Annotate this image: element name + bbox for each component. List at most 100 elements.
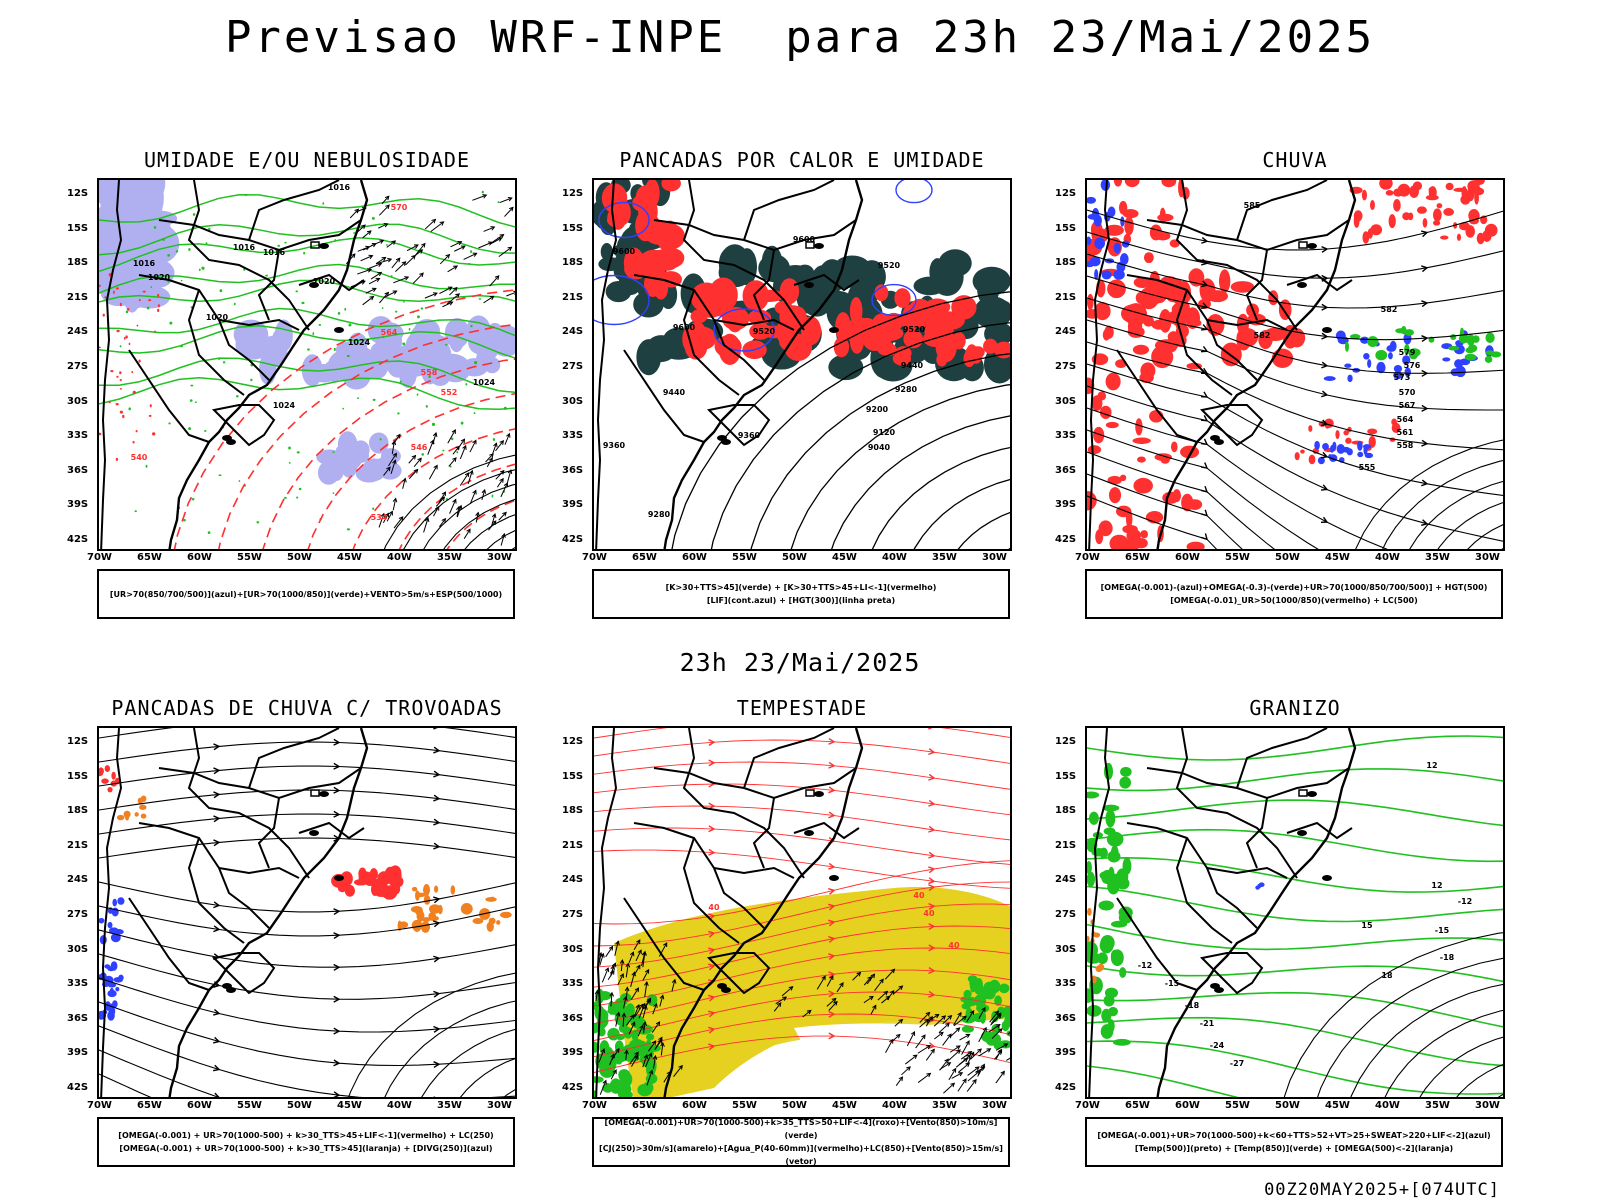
lat-tick-label: 18S (1055, 257, 1077, 269)
lat-tick-label: 18S (67, 257, 89, 269)
lif-contours (594, 180, 933, 352)
lon-tick-label: 60W (1175, 1100, 1200, 1111)
lat-tick-label: 42S (1055, 534, 1077, 545)
wind-vectors (773, 968, 904, 1018)
contour-label: -27 (1230, 1059, 1244, 1068)
legend-line: [LIF](cont.azul) + [HGT(300)](linha pret… (706, 596, 896, 605)
lat-tick-label: 21S (1055, 291, 1077, 303)
lat-tick-label: 36S (562, 464, 584, 476)
contour-lines (99, 728, 515, 1097)
lat-tick-label: 36S (67, 464, 89, 476)
contour-lines (1087, 735, 1503, 1097)
contour-label: -12 (1458, 897, 1472, 906)
lon-tick-label: 50W (782, 552, 807, 563)
contour-label: 570 (1399, 388, 1416, 397)
lat-tick-label: 42S (562, 534, 584, 545)
contour-labels: 40 40 40 40 (708, 891, 960, 950)
contour-label: 9360 (603, 441, 626, 450)
lat-tick-label: 21S (562, 839, 584, 851)
lat-tick-label: 24S (562, 874, 584, 886)
lat-tick-label: 15S (1055, 222, 1077, 234)
contour-label: 1016 (133, 259, 156, 268)
humidity-patch (316, 431, 402, 485)
lat-tick-label: 12S (1055, 188, 1077, 199)
wind-vectors (594, 939, 683, 1095)
contour-label: 12 (1426, 761, 1437, 770)
run-info: 00Z20MAY2025+[074UTC] (1264, 1180, 1500, 1200)
contour-label: 9600 (673, 323, 696, 332)
lat-tick-label: 21S (1055, 839, 1077, 851)
legend-line: [OMEGA(-0.001) + UR>70(1000-500) + k>30_… (118, 1131, 494, 1140)
lat-tick-label: 33S (67, 978, 89, 990)
lat-tick-label: 15S (67, 770, 89, 782)
panel-title: UMIDADE E/OU NEBULOSIDADE (143, 148, 471, 172)
rain-red (1087, 180, 1205, 549)
lat-tick-label: 27S (562, 909, 584, 920)
map-panel: 40 40 40 40 (592, 726, 1012, 1099)
lon-tick-label: 50W (782, 1100, 807, 1111)
lat-tick-label: 27S (1055, 909, 1077, 920)
lat-tick-label: 15S (562, 222, 584, 234)
contour-label: -12 (1138, 961, 1152, 970)
contour-label: 558 (1397, 441, 1414, 450)
lon-tick-label: 65W (137, 1100, 162, 1111)
lon-tick-label: 50W (1275, 1100, 1300, 1111)
map-svg: 40 40 40 40 (594, 728, 1010, 1097)
contour-label: -24 (1210, 1041, 1225, 1050)
lon-tick-label: 45W (832, 1100, 857, 1111)
legend-line: [K>30+TTS>45](verde) + [K>30+TTS>45+LI<-… (665, 583, 937, 592)
contour-lines (1283, 932, 1503, 1097)
storm-red (331, 865, 404, 900)
lon-tick-label: 40W (387, 1100, 412, 1111)
lat-tick-label: 18S (562, 257, 584, 269)
lon-tick-label: 45W (337, 552, 362, 563)
panel-title: PANCADAS POR CALOR E UMIDADE (619, 148, 985, 172)
lat-tick-label: 18S (562, 805, 584, 817)
lat-tick-label: 24S (1055, 874, 1077, 886)
lat-tick-label: 27S (1055, 361, 1077, 372)
lat-tick-label: 36S (67, 1012, 89, 1024)
map-borders (1088, 728, 1357, 1097)
contour-label: 552 (441, 388, 458, 397)
contour-label: 9520 (878, 261, 901, 270)
streamline-arrows (212, 728, 441, 1097)
contour-label: 9520 (903, 325, 926, 334)
rain-red-south (1294, 418, 1401, 465)
map-panel: 1016 1016 1016 1016 1020 1020 1020 1024 1024 1024… (97, 178, 517, 551)
lon-tick-label: 45W (1325, 1100, 1350, 1111)
contour-label: 9280 (895, 385, 918, 394)
map-panel: 9600 9600 9600 9520 9520 9520 9440 9440 9360 9360… (592, 178, 1012, 551)
legend-box: [OMEGA(-0.001)+UR>70(1000-500)+k<60+TTS>… (1085, 1117, 1503, 1167)
lon-tick-label: 35W (932, 1100, 957, 1111)
lat-tick-label: 42S (67, 1082, 89, 1093)
rain-blue-south (1314, 440, 1374, 465)
contour-label: 1024 (273, 401, 296, 410)
streamline-arrows (1200, 230, 1429, 541)
map-svg: 585 582 582 579 576 573 570 567 564 561 558 555 (1087, 180, 1503, 549)
lon-tick-label: 55W (1225, 1100, 1250, 1111)
lat-tick-label: 33S (1055, 978, 1077, 990)
lat-tick-label: 30S (67, 395, 89, 407)
lat-tick-label: 24S (67, 874, 89, 886)
contour-label: 1020 (313, 277, 336, 286)
panel-title: TEMPESTADE (736, 696, 868, 720)
legend-line: [OMEGA(-0.001)+UR>70(1000-500)+k<60+TTS>… (1097, 1131, 1491, 1140)
legend-line: [OMEGA(-0.01)_UR>50(1000/850)(vermelho) … (1170, 596, 1418, 605)
legend-line: [CJ(250)>30m/s](amarelo)+[Agua_P(40-60mm… (599, 1144, 1003, 1166)
contour-labels: 585 582 582 579 576 573 570 567 564 561 558 555 (1244, 201, 1421, 472)
lon-tick-label: 30W (487, 1100, 512, 1111)
lat-tick-label: 30S (1055, 395, 1077, 407)
lat-tick-label: 39S (1055, 1047, 1077, 1059)
legend-box: [UR>70(850/700/500)](azul)+[UR>70(1000/8… (97, 569, 515, 619)
legend-line: [OMEGA(-0.001)-(azul)+OMEGA(-0.3)-(verde… (1100, 583, 1488, 592)
lat-tick-label: 33S (1055, 430, 1077, 442)
contour-label: 9120 (873, 428, 896, 437)
contour-lines (1355, 439, 1503, 549)
lat-tick-label: 12S (562, 188, 584, 199)
lat-tick-label: 24S (562, 326, 584, 338)
contour-label: 573 (1394, 373, 1411, 382)
lon-tick-label: 55W (1225, 552, 1250, 563)
lon-tick-label: 70W (1075, 552, 1100, 563)
contour-label: 9040 (868, 443, 891, 452)
